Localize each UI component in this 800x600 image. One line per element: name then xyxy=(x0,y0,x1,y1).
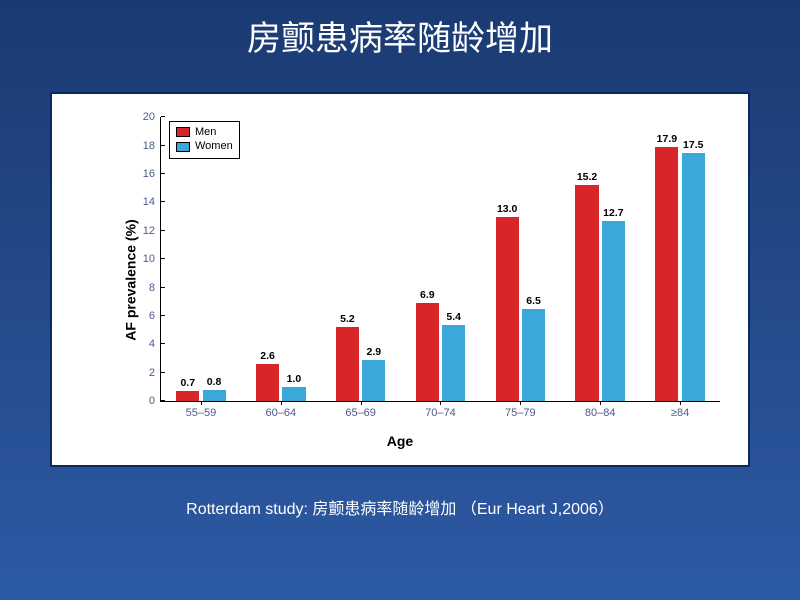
bar-men: 6.9 xyxy=(416,303,439,401)
x-tick: 80–84 xyxy=(560,401,640,419)
caption-text: Rotterdam study: 房颤患病率随龄增加 （Eur Heart J,… xyxy=(0,495,800,519)
value-label: 0.8 xyxy=(207,376,222,390)
y-tick: 10 xyxy=(143,253,161,265)
value-label: 0.7 xyxy=(180,377,195,391)
x-axis-label: Age xyxy=(60,433,740,449)
y-tick: 4 xyxy=(149,338,161,350)
bar-men: 5.2 xyxy=(336,327,359,401)
legend-label-men: Men xyxy=(195,125,216,139)
bar-women: 5.4 xyxy=(442,325,465,402)
bar-men: 0.7 xyxy=(176,391,199,401)
value-label: 12.7 xyxy=(603,207,623,221)
value-label: 6.5 xyxy=(526,295,541,309)
swatch-men-icon xyxy=(176,127,190,137)
value-label: 6.9 xyxy=(420,289,435,303)
y-tick: 14 xyxy=(143,196,161,208)
legend-label-women: Women xyxy=(195,139,233,153)
bar-men: 17.9 xyxy=(655,147,678,401)
bar-women: 1.0 xyxy=(282,387,305,401)
value-label: 17.9 xyxy=(657,133,677,147)
value-label: 13.0 xyxy=(497,203,517,217)
bar-men: 15.2 xyxy=(575,185,598,401)
value-label: 17.5 xyxy=(683,139,703,153)
x-tick: 60–64 xyxy=(241,401,321,419)
y-tick: 2 xyxy=(149,367,161,379)
chart-inner: AF prevalence (%) Age Men Women 0 2 4 6 8 10 1… xyxy=(60,102,740,457)
y-tick: 0 xyxy=(149,395,161,407)
legend-item-women: Women xyxy=(176,139,233,153)
bar-men: 2.6 xyxy=(256,364,279,401)
x-tick: ≥84 xyxy=(640,401,720,419)
value-label: 5.2 xyxy=(340,313,355,327)
value-label: 2.6 xyxy=(260,350,275,364)
x-tick: 70–74 xyxy=(401,401,481,419)
bar-women: 17.5 xyxy=(682,153,705,402)
y-tick: 18 xyxy=(143,140,161,152)
y-tick: 16 xyxy=(143,168,161,180)
bar-women: 6.5 xyxy=(522,309,545,401)
value-label: 5.4 xyxy=(446,311,461,325)
legend-box: Men Women xyxy=(169,121,240,159)
y-tick: 12 xyxy=(143,225,161,237)
legend-item-men: Men xyxy=(176,125,233,139)
slide-title: 房颤患病率随龄增加 xyxy=(0,0,800,62)
x-tick: 65–69 xyxy=(321,401,401,419)
bar-women: 12.7 xyxy=(602,221,625,401)
bar-women: 2.9 xyxy=(362,360,385,401)
value-label: 1.0 xyxy=(287,373,302,387)
swatch-women-icon xyxy=(176,142,190,152)
x-tick: 75–79 xyxy=(480,401,560,419)
x-tick: 55–59 xyxy=(161,401,241,419)
plot-area: Men Women 0246810121416182055–590.70.860… xyxy=(160,117,720,402)
y-axis-label: AF prevalence (%) xyxy=(123,219,139,340)
value-label: 15.2 xyxy=(577,171,597,185)
value-label: 2.9 xyxy=(367,346,382,360)
y-tick: 8 xyxy=(149,282,161,294)
bar-men: 13.0 xyxy=(496,217,519,402)
bar-women: 0.8 xyxy=(203,390,226,401)
y-tick: 6 xyxy=(149,310,161,322)
y-tick: 20 xyxy=(143,111,161,123)
chart-frame: AF prevalence (%) Age Men Women 0 2 4 6 8 10 1… xyxy=(50,92,750,467)
